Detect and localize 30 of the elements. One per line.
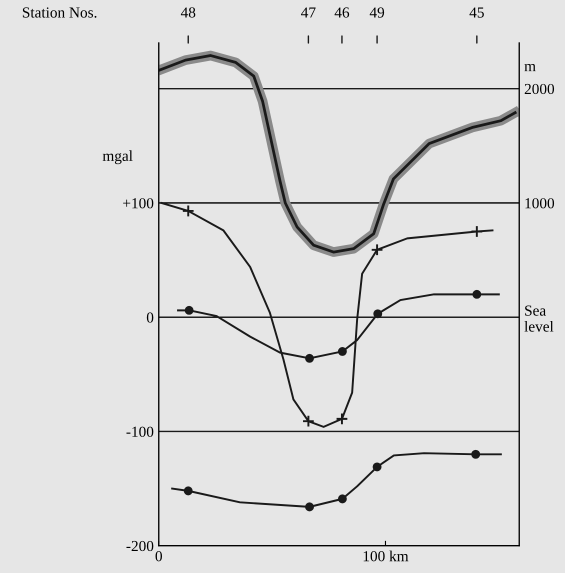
point xyxy=(372,462,382,472)
y-tick-label: +100 xyxy=(123,198,154,208)
text: 46 xyxy=(334,7,350,18)
point xyxy=(184,486,193,496)
point xyxy=(470,225,484,238)
y-tick-label: -200 xyxy=(126,540,154,552)
y2-tick-label: 1000 xyxy=(525,198,554,208)
point xyxy=(338,494,347,504)
point xyxy=(471,450,480,459)
point xyxy=(182,204,195,218)
point xyxy=(336,412,348,426)
text: 49 xyxy=(370,7,384,18)
text: Station Nos. xyxy=(22,7,96,18)
point xyxy=(305,502,314,512)
text: 48 xyxy=(180,7,196,18)
point xyxy=(305,354,314,363)
point xyxy=(472,290,482,299)
point xyxy=(370,243,384,256)
y2-axis-title: m xyxy=(524,64,536,72)
point xyxy=(338,347,347,356)
point xyxy=(302,414,315,428)
y2-tick-label: Sea level xyxy=(524,305,554,332)
text: 45 xyxy=(470,7,484,18)
y2-tick-label: 2000 xyxy=(524,84,554,94)
y-axis-title: mgal xyxy=(102,150,133,164)
y-tick-label: -100 xyxy=(126,426,154,437)
point xyxy=(184,306,194,315)
x-tick-label: 100 km xyxy=(364,550,408,562)
y-tick-label: 0 xyxy=(146,312,154,323)
text: 47 xyxy=(301,7,316,18)
